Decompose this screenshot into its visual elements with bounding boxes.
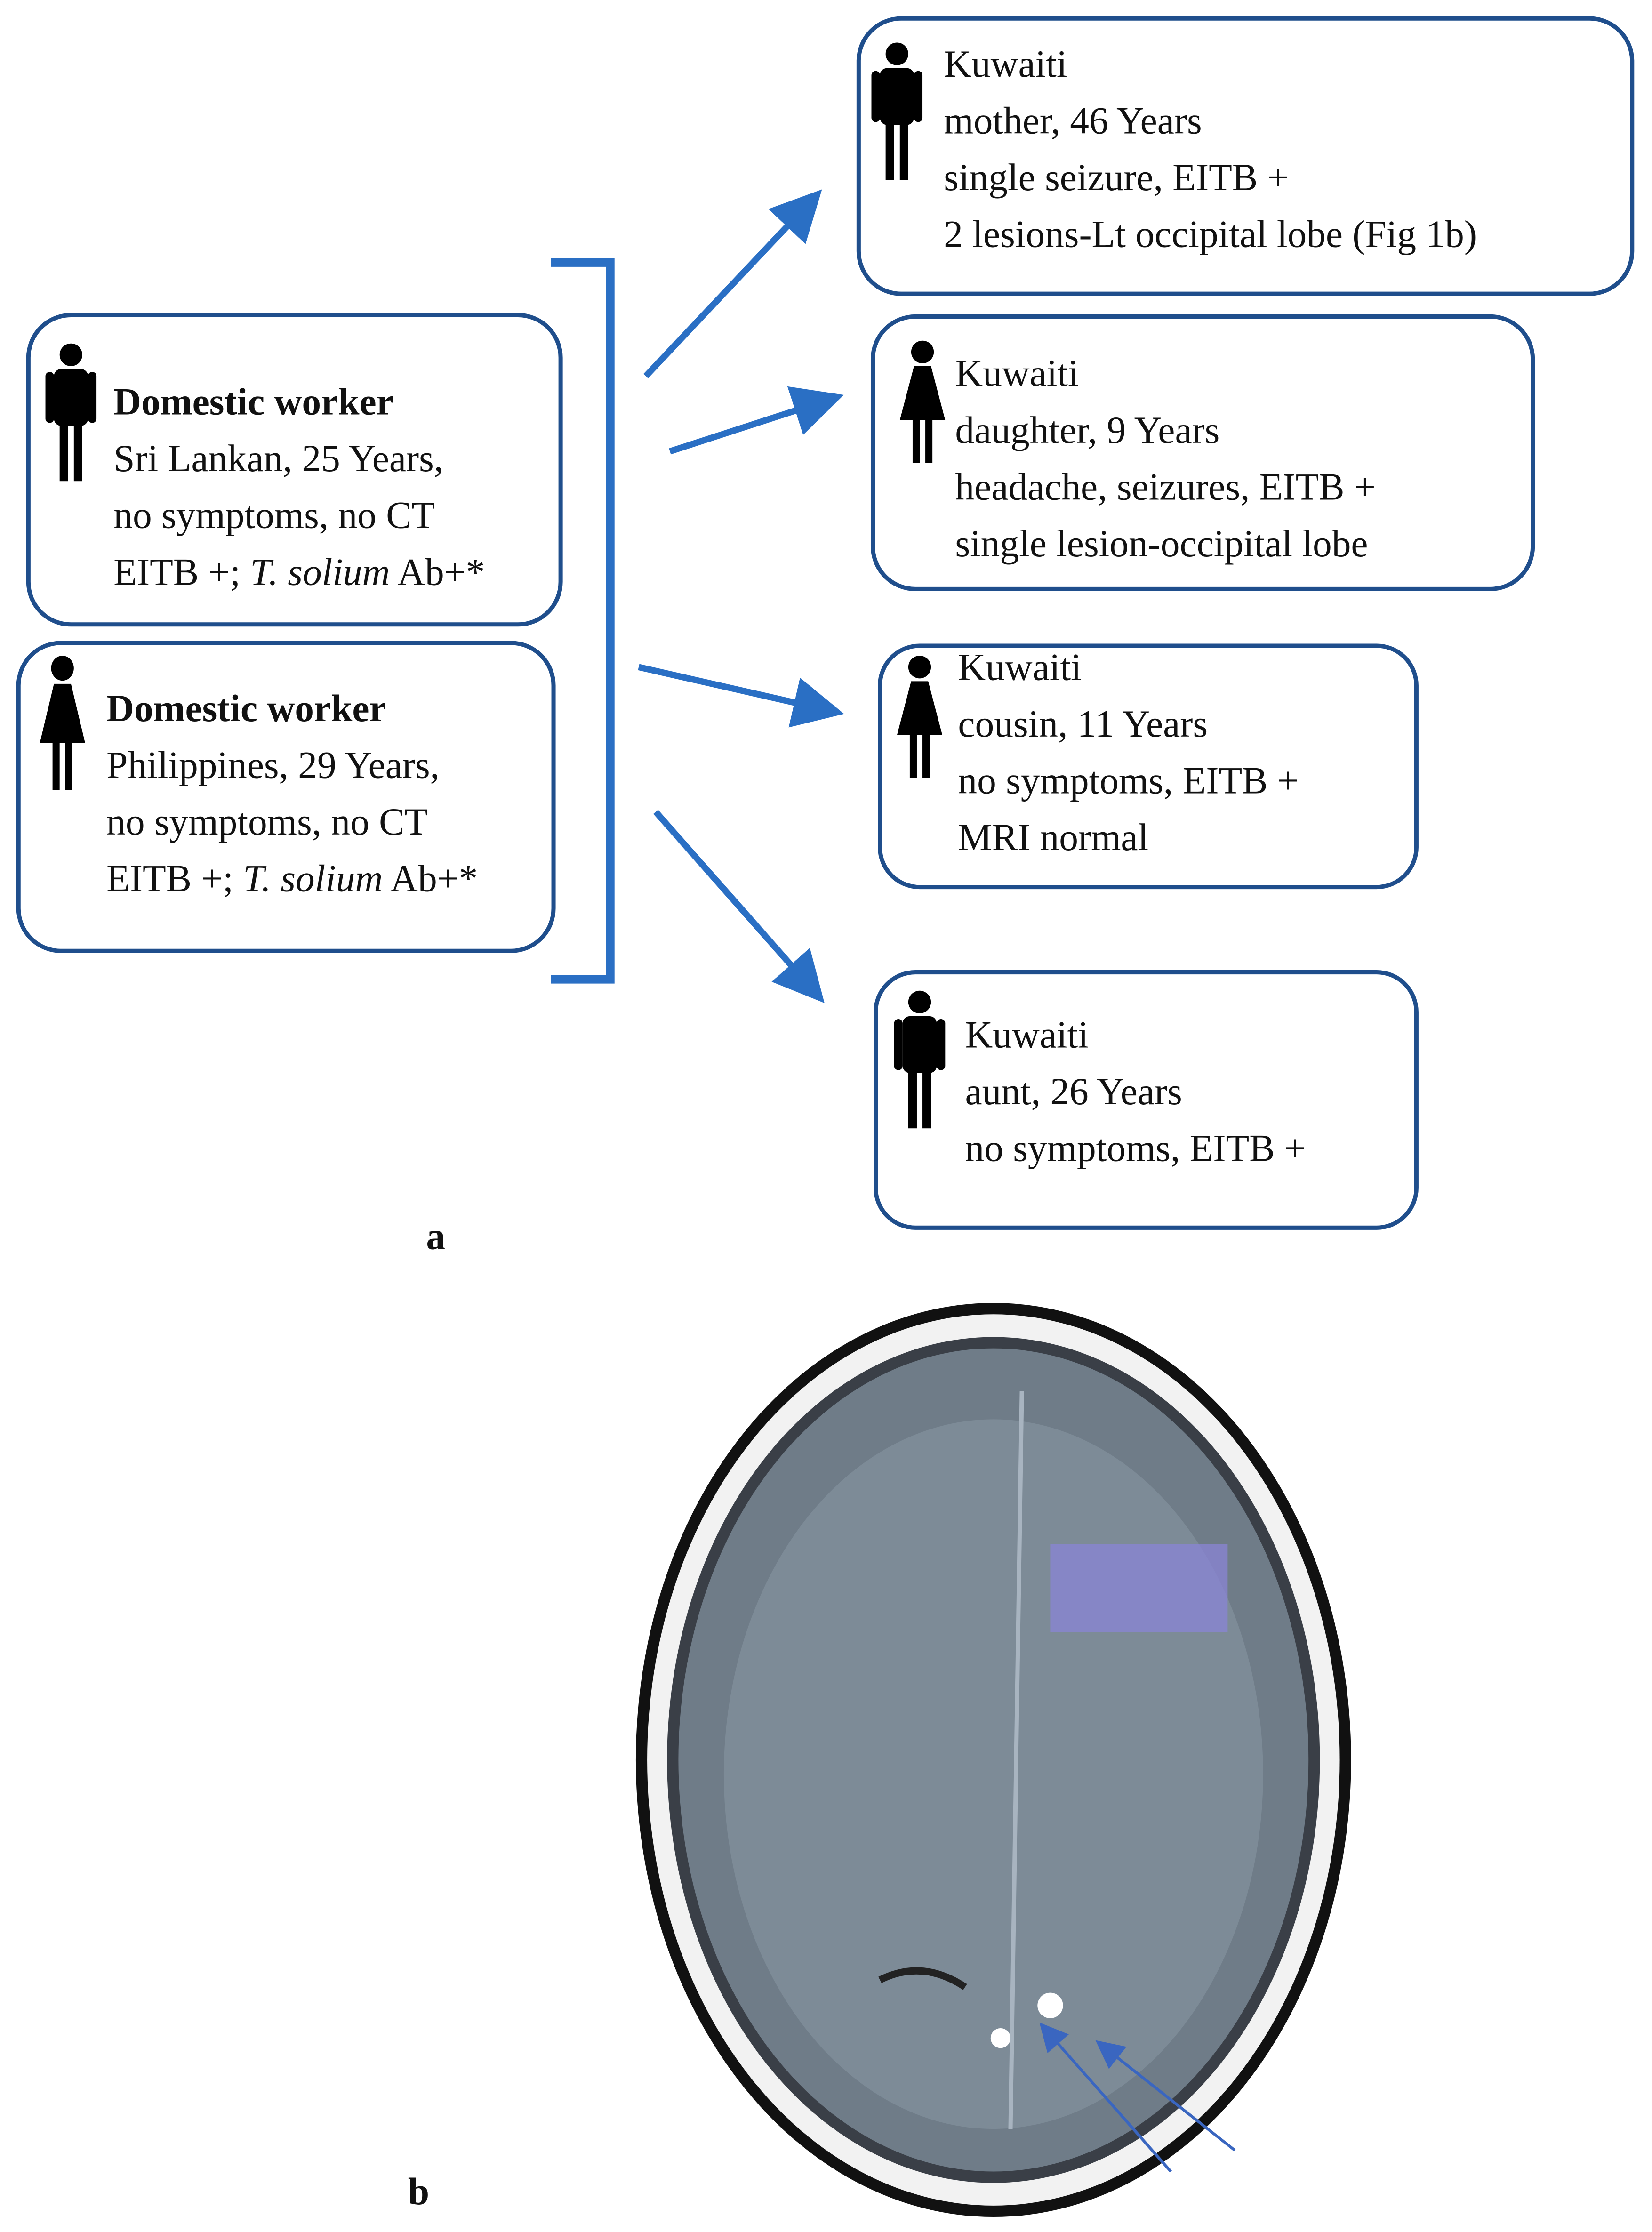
- source-title: Domestic worker: [106, 687, 386, 730]
- source-line: no symptoms, no CT: [106, 800, 428, 843]
- target-line: no symptoms, EITB +: [965, 1127, 1306, 1170]
- text-run: T. solium: [243, 857, 383, 900]
- source-box: [16, 641, 556, 953]
- source-title: Domestic worker: [113, 380, 393, 423]
- text-run: Ab+*: [390, 550, 485, 593]
- source-line: EITB +; T. solium Ab+*: [106, 857, 478, 900]
- target-line: aunt, 26 Years: [965, 1070, 1182, 1113]
- arrow: [638, 664, 844, 728]
- arrow: [643, 189, 822, 378]
- target-line: MRI normal: [958, 816, 1148, 859]
- ct-scan: [635, 1303, 1351, 2217]
- target-box: [874, 970, 1419, 1230]
- target-box: [878, 643, 1419, 890]
- target-box: [870, 314, 1535, 591]
- target-line: Kuwaiti: [958, 645, 1081, 688]
- target-line: headache, seizures, EITB +: [955, 465, 1375, 508]
- text-run: Ab+*: [383, 857, 478, 900]
- target-line: no symptoms, EITB +: [958, 759, 1299, 802]
- target-line: Kuwaiti: [965, 1013, 1089, 1056]
- text-run: EITB +;: [113, 550, 250, 593]
- panel-label: a: [426, 1215, 445, 1258]
- panel-label: b: [408, 2170, 429, 2213]
- text-run: T. solium: [250, 550, 390, 593]
- target-line: Kuwaiti: [944, 42, 1067, 85]
- source-line: Philippines, 29 Years,: [106, 743, 440, 786]
- target-line: 2 lesions-Lt occipital lobe (Fig 1b): [944, 213, 1477, 256]
- source-box: [26, 313, 563, 627]
- target-line: daughter, 9 Years: [955, 409, 1219, 451]
- arrow: [669, 386, 844, 455]
- arrow: [653, 810, 825, 1004]
- text-run: EITB +;: [106, 857, 243, 900]
- target-box: [856, 16, 1635, 296]
- target-line: single seizure, EITB +: [944, 156, 1289, 199]
- bracket: [551, 258, 615, 984]
- source-line: no symptoms, no CT: [113, 494, 435, 537]
- source-line: Sri Lankan, 25 Years,: [113, 437, 443, 480]
- target-line: cousin, 11 Years: [958, 702, 1208, 745]
- target-line: Kuwaiti: [955, 352, 1078, 394]
- target-line: mother, 46 Years: [944, 99, 1202, 142]
- target-line: single lesion-occipital lobe: [955, 522, 1368, 565]
- source-line: EITB +; T. solium Ab+*: [113, 550, 485, 593]
